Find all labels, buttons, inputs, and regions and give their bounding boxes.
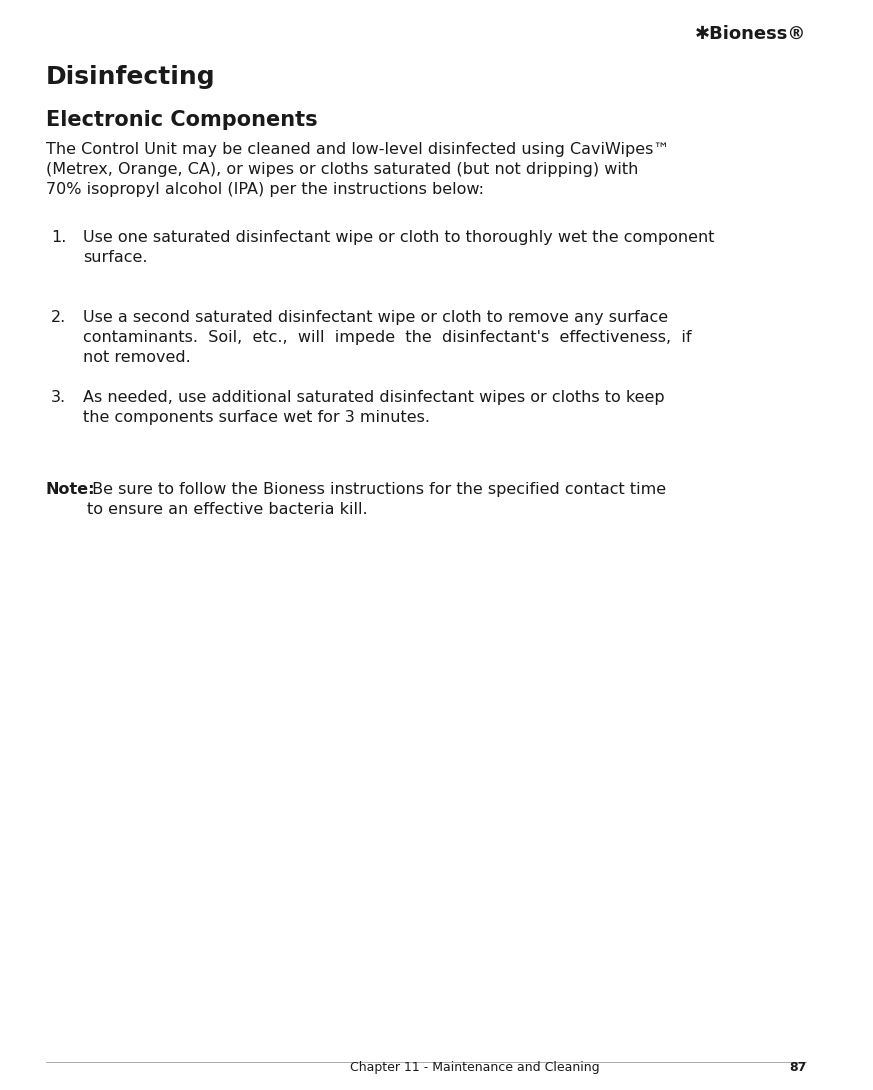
Text: Chapter 11 - Maintenance and Cleaning: Chapter 11 - Maintenance and Cleaning [350, 1061, 600, 1074]
Text: The Control Unit may be cleaned and low-level disinfected using CaviWipes™
(Metr: The Control Unit may be cleaned and low-… [46, 142, 670, 196]
Text: Electronic Components: Electronic Components [46, 110, 318, 130]
Text: ✱Bioness®: ✱Bioness® [695, 25, 807, 43]
Text: Disinfecting: Disinfecting [46, 65, 216, 89]
Text: Be sure to follow the Bioness instructions for the specified contact time
to ens: Be sure to follow the Bioness instructio… [87, 482, 666, 517]
Text: 1.: 1. [51, 230, 66, 245]
Text: Use one saturated disinfectant wipe or cloth to thoroughly wet the component
sur: Use one saturated disinfectant wipe or c… [83, 230, 714, 265]
Text: As needed, use additional saturated disinfectant wipes or cloths to keep
the com: As needed, use additional saturated disi… [83, 390, 664, 425]
Text: 2.: 2. [51, 310, 66, 325]
Text: Use a second saturated disinfectant wipe or cloth to remove any surface
contamin: Use a second saturated disinfectant wipe… [83, 310, 691, 364]
Text: 3.: 3. [51, 390, 65, 405]
Text: 87: 87 [789, 1061, 807, 1074]
Text: Note:: Note: [46, 482, 95, 497]
